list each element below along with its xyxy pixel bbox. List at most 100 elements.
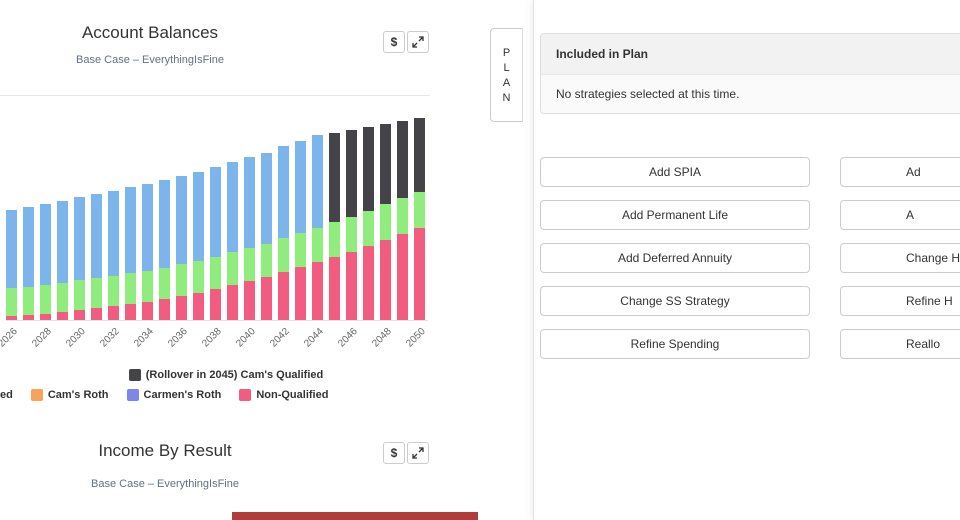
bar-segment [227,162,238,252]
stacked-bar-2036[interactable] [176,176,187,320]
bar-segment [23,287,34,315]
stacked-bar-2031[interactable] [91,194,102,320]
bar-segment [40,204,51,285]
bar-segment [363,246,374,320]
legend-label: (Rollover in 2045) Cam's Qualified [145,369,324,381]
legend-swatch [128,369,141,381]
stacked-bar-2041[interactable] [261,153,272,320]
included-in-plan-card: Included in Plan No strategies selected … [540,33,960,114]
x-tick-label: 2048 [369,326,394,350]
bar-segment [244,157,255,248]
legend-item[interactable]: Carmen's Roth [126,389,222,401]
stacked-bar-2039[interactable] [227,162,238,320]
bar-segment [397,234,408,320]
stacked-bar-2034[interactable] [142,184,153,320]
stacked-bar-2037[interactable] [193,172,204,320]
account-balances-title: Account Balances [81,23,219,42]
bar-segment [108,191,119,276]
x-tick-label: 2036 [165,326,190,350]
stacked-bar-2050[interactable] [414,118,425,320]
bar-segment [278,238,289,272]
stacked-bar-2035[interactable] [159,180,170,320]
dollar-toggle-button[interactable]: $ [383,442,405,464]
strategy-button-partial[interactable]: Refine H [840,286,960,316]
bar-segment [210,289,221,320]
legend-swatch [239,389,252,401]
strategy-button-add-spia[interactable]: Add SPIA [540,157,810,187]
stacked-bar-2040[interactable] [244,157,255,320]
expand-button[interactable] [407,442,429,464]
stacked-bar-2048[interactable] [380,124,391,320]
legend-item[interactable]: Cam's Roth [30,389,109,401]
bar-segment [23,315,34,320]
legend-row-1: (Rollover in 2045) Cam's Qualified [0,369,452,381]
plan-tab-letter: N [502,91,511,104]
stacked-bar-2033[interactable] [125,187,136,320]
bar-segment [159,268,170,299]
bar-segment [346,130,357,217]
horizontal-gridline [0,95,430,96]
legend-item[interactable]: ed [0,389,13,401]
x-tick-label: 2046 [335,326,360,350]
x-tick-label: 2038 [199,326,224,350]
strategy-button-change-ss-strategy[interactable]: Change SS Strategy [540,286,810,316]
strategy-button-add-permanent-life[interactable]: Add Permanent Life [540,200,810,230]
bar-segment [346,217,357,252]
bar-segment [91,278,102,308]
bar-segment [244,248,255,281]
stacked-bar-2043[interactable] [295,141,306,320]
stacked-bar-2049[interactable] [397,121,408,320]
strategy-button-partial[interactable]: Change H [840,243,960,273]
x-tick-label: 2040 [233,326,258,350]
income-by-result-toolbar: $ [383,442,429,464]
stacked-bar-2044[interactable] [312,135,323,320]
bar-segment [227,252,238,285]
plan-buttons-left-column: Add SPIA Add Permanent Life Add Deferred A… [540,157,810,359]
income-by-result-title: Income By Result [98,441,232,460]
strategy-button-partial[interactable]: Reallo [840,329,960,359]
stacked-bar-2030[interactable] [74,197,85,320]
stacked-bar-2047[interactable] [363,127,374,320]
legend-label: Carmen's Roth [143,389,222,401]
stacked-bar-2032[interactable] [108,191,119,320]
stacked-bar-2026[interactable] [6,210,17,320]
stacked-bar-2028[interactable] [40,204,51,320]
strategy-button-refine-spending[interactable]: Refine Spending [540,329,810,359]
bar-segment [91,194,102,278]
plan-tab-letter: A [502,76,511,89]
bar-segment [176,264,187,296]
bar-segment [108,276,119,306]
bar-segment [159,299,170,320]
strategy-button-add-deferred-annuity[interactable]: Add Deferred Annuity [540,243,810,273]
bar-segment [414,192,425,228]
stacked-bar-2046[interactable] [346,130,357,320]
stacked-bar-2029[interactable] [57,201,68,320]
strategy-button-partial[interactable]: Ad [840,157,960,187]
bar-segment [295,267,306,320]
bar-segment [380,124,391,204]
bar-segment [397,121,408,198]
stacked-bar-2038[interactable] [210,167,221,320]
included-in-plan-header: Included in Plan [541,34,960,75]
bar-segment [278,272,289,320]
expand-button[interactable] [407,31,429,53]
bar-segment [23,207,34,287]
expand-icon [412,36,424,48]
plan-buttons-right-column: Ad A Change H Refine H Reallo [840,157,960,359]
bar-segment [142,302,153,320]
legend-item[interactable]: (Rollover in 2045) Cam's Qualified [128,369,324,381]
legend-item[interactable]: Non-Qualified [239,389,328,401]
legend-row-2: ed Cam's Roth Carmen's Roth Non-Qualified [0,389,452,401]
bar-segment [210,167,221,257]
stacked-bar-2042[interactable] [278,146,289,320]
strategy-button-partial[interactable]: A [840,200,960,230]
dollar-toggle-button[interactable]: $ [383,31,405,53]
bar-segment [329,222,340,257]
bar-segment [57,312,68,320]
bar-segment [74,280,85,310]
bar-segment [40,314,51,320]
stacked-bar-2027[interactable] [23,207,34,320]
stacked-bar-2045[interactable] [329,133,340,320]
bar-segment [6,288,17,316]
